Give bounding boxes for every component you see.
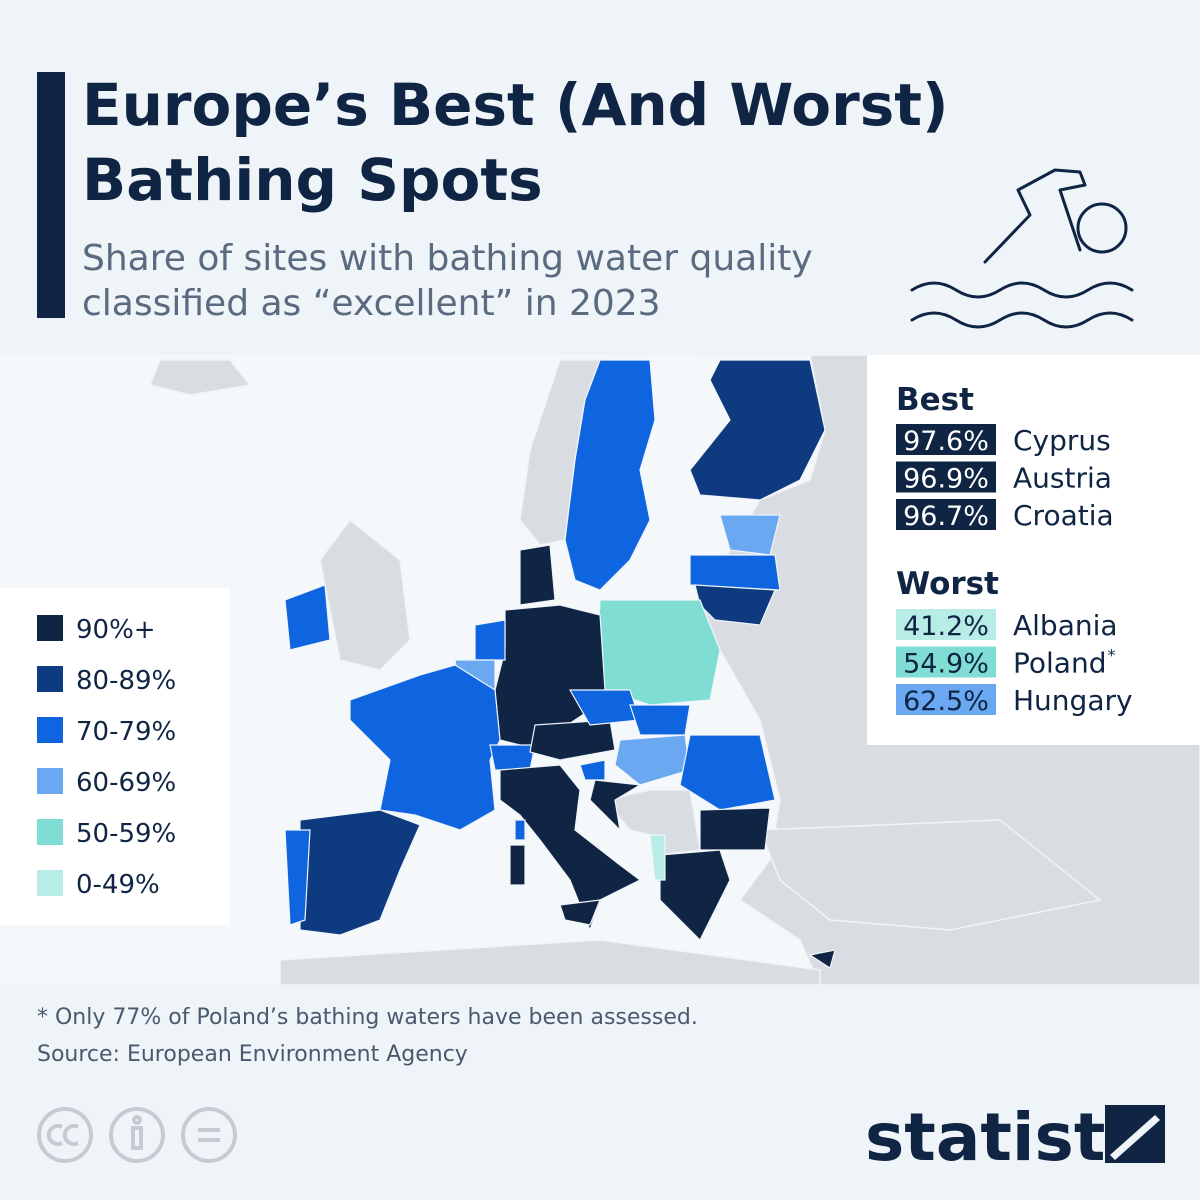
country: Albania: [1013, 609, 1118, 642]
value: 96.9%: [903, 464, 989, 495]
land: [279, 939, 821, 986]
country: [519, 544, 556, 606]
brand-logo: [1105, 1105, 1165, 1163]
footnote: * Only 77% of Poland’s bathing waters ha…: [37, 1005, 698, 1030]
country: [597, 599, 721, 706]
country: [349, 664, 501, 831]
value: 54.9%: [903, 649, 989, 680]
country: Hungary: [1013, 684, 1133, 717]
country: Cyprus: [1013, 424, 1111, 457]
country: [579, 759, 606, 781]
value: 97.6%: [903, 426, 989, 457]
country: [514, 819, 526, 841]
legend-label: 60-69%: [76, 768, 176, 798]
value-badge: [896, 646, 996, 678]
legend-label: 0-49%: [76, 870, 160, 900]
value-badge: [896, 499, 996, 530]
land: [603, 789, 701, 856]
best-heading: Best: [896, 382, 974, 418]
legend-swatch: [37, 666, 63, 692]
country: Croatia: [1013, 499, 1114, 532]
country: [284, 829, 311, 926]
subtitle: Share of sites with bathing water qualit…: [82, 238, 813, 279]
country: [679, 734, 776, 811]
value-badge: [896, 461, 996, 493]
title: Europe’s Best (And Worst): [82, 71, 948, 139]
value-badge: [896, 609, 996, 640]
worst-heading: Worst: [896, 566, 999, 602]
country: [659, 849, 731, 942]
value-badge: [896, 684, 996, 715]
value: 96.7%: [903, 501, 989, 532]
value: 41.2%: [903, 611, 989, 642]
land: [758, 819, 1102, 931]
legend-label: 90%+: [76, 615, 156, 645]
legend-swatch: [37, 717, 63, 743]
legend-label: 50-59%: [76, 819, 176, 849]
legend: 90%+ 80-89% 70-79% 60-69% 50-59% 0-49%: [37, 615, 176, 900]
title-bar: [37, 72, 65, 318]
rankings: 97.6% Cyprus 96.9% Austria 96.7% Croatia 41.2%…: [896, 424, 1133, 717]
country: [689, 359, 826, 501]
country: [589, 779, 642, 832]
license-icons: [37, 1107, 237, 1163]
country: [649, 834, 666, 881]
subtitle: classified as “excellent” in 2023: [82, 283, 661, 324]
country: [689, 554, 781, 591]
country: [614, 734, 691, 786]
legend-swatch: [37, 615, 63, 641]
country: [629, 704, 691, 736]
value-badge: [896, 424, 996, 455]
legend-label: 70-79%: [76, 717, 176, 747]
country: [559, 899, 601, 926]
title: Bathing Spots: [82, 146, 543, 214]
land: [148, 359, 252, 396]
value: 62.5%: [903, 686, 989, 717]
country: [699, 807, 771, 851]
country: [489, 744, 536, 771]
country: [509, 844, 526, 886]
legend-swatch: [37, 819, 63, 845]
legend-box: [0, 588, 230, 925]
land: [319, 518, 411, 671]
ranking-box: [867, 355, 1200, 745]
country: Austria: [1013, 462, 1112, 495]
legend-swatch: [37, 870, 63, 896]
swimmer-icon: [910, 168, 1134, 329]
country: Poland: [1013, 647, 1106, 680]
country: [284, 584, 331, 651]
source: Source: European Environment Agency: [37, 1042, 468, 1067]
legend-swatch: [37, 768, 63, 794]
country: [564, 359, 656, 591]
brand: statista: [865, 1099, 1150, 1176]
country: [808, 949, 836, 969]
legend-label: 80-89%: [76, 666, 176, 696]
footnote-mark: *: [1107, 646, 1115, 665]
country: [474, 619, 506, 661]
